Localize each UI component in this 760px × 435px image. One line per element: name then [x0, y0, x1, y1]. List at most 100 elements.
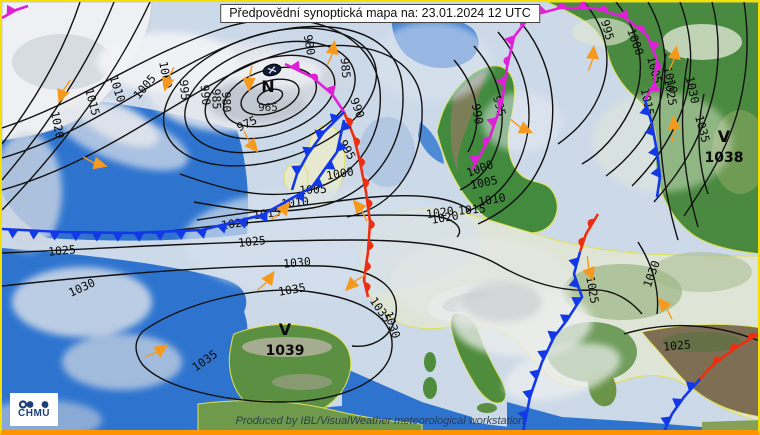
front-semicircle — [346, 117, 353, 128]
front-triangle — [504, 35, 515, 47]
front-triangle — [469, 155, 480, 166]
front-semicircle — [598, 5, 609, 13]
front-semicircle — [309, 73, 319, 82]
isobar-label: 990 — [469, 102, 486, 125]
front-triangle — [650, 166, 661, 178]
front-triangle — [312, 177, 324, 187]
isobar-label: 1020 — [48, 110, 67, 140]
wind-arrow-icon — [256, 270, 275, 291]
map-title: Předpovědní synoptická mapa na: 23.01.20… — [220, 4, 540, 23]
front-semicircle — [587, 218, 596, 229]
cold-front — [2, 119, 346, 235]
front-triangle — [559, 314, 571, 325]
isobar-label: 1005 — [469, 173, 499, 192]
front-triangle — [154, 231, 166, 241]
pressure-center-low-label: N — [261, 77, 274, 96]
front-triangle — [685, 381, 697, 392]
isobar-label: 1030 — [283, 254, 312, 270]
wind-arrow-icon — [271, 201, 291, 220]
front-semicircle — [730, 344, 740, 352]
front-semicircle — [368, 239, 374, 251]
low-center-marker-icon — [262, 63, 282, 77]
isobar-label: 1035 — [692, 114, 713, 144]
isobar-label: 1015 — [638, 87, 657, 117]
wind-arrow-icon — [144, 344, 169, 358]
cold-front — [290, 111, 345, 191]
isobar-label: 1015 — [458, 201, 487, 217]
isobar-label: 985 — [209, 88, 224, 109]
chmu-logo: ČHMÚ — [10, 393, 58, 426]
front-semicircle — [482, 137, 490, 147]
isobar-label: 1025 — [583, 275, 602, 305]
front-triangle — [618, 8, 629, 20]
pressure-center-low-value: 965 — [258, 101, 278, 114]
isobar-label: 1025 — [237, 233, 266, 250]
front-triangle — [486, 117, 497, 128]
front-triangle — [49, 231, 61, 241]
isobar-label: 995 — [598, 18, 617, 42]
front-triangle — [568, 257, 579, 268]
front-triangle — [660, 416, 671, 427]
isobar-label: 1010 — [660, 65, 681, 95]
front-semicircle — [366, 198, 373, 210]
front-triangle — [341, 120, 352, 132]
pressure-center-high-value: 1039 — [266, 343, 305, 359]
wind-arrow-icon — [242, 65, 256, 92]
wind-arrow-icon — [667, 115, 681, 142]
chmu-logo-icon — [18, 400, 49, 409]
front-semicircle — [503, 55, 510, 67]
isobar-label: 1015 — [82, 87, 103, 117]
front-triangle — [649, 41, 660, 52]
front-triangle — [577, 2, 589, 8]
isobar-label: 990 — [198, 84, 214, 106]
wind-arrow-icon — [657, 297, 673, 320]
front-triangle — [672, 398, 683, 408]
front-semicircle — [365, 260, 371, 272]
wind-arrow-icon — [352, 199, 368, 222]
front-triangle — [639, 105, 650, 116]
front-triangle — [648, 146, 658, 158]
isobar-label: 1020 — [425, 204, 454, 222]
front-triangle — [216, 223, 228, 234]
isobar-label: 1025 — [661, 77, 680, 107]
front-semicircle — [353, 136, 361, 148]
front-triangle — [91, 232, 103, 242]
pressure-center-high-label: V — [718, 127, 731, 146]
front-semicircle — [713, 356, 723, 365]
front-triangle — [175, 230, 187, 240]
front-triangle — [196, 228, 208, 239]
front-triangle — [324, 159, 336, 170]
front-triangle — [337, 141, 348, 152]
isobar-label: 1025 — [663, 337, 692, 353]
front-triangle — [537, 350, 548, 360]
front-triangle — [547, 330, 558, 341]
wind-arrow-icon — [586, 45, 600, 71]
wind-arrow-icon — [667, 45, 681, 71]
front-triangle — [644, 125, 655, 137]
front-triangle — [529, 369, 540, 380]
isobar-label: 1030 — [683, 75, 702, 105]
front-semicircle — [747, 332, 758, 341]
front-semicircle — [578, 237, 585, 248]
wind-arrow-icon — [344, 274, 366, 292]
front-triangle — [70, 232, 82, 242]
front-semicircle — [363, 177, 370, 189]
wind-arrow-icon — [243, 130, 259, 153]
land-africa — [197, 400, 423, 430]
isobars — [2, 2, 758, 403]
front-triangle — [329, 113, 341, 124]
isobar-label: 1010 — [477, 190, 507, 209]
cold-front — [643, 99, 662, 198]
front-triangle — [291, 165, 302, 176]
front-triangle — [289, 60, 300, 72]
isobar-label: 985 — [338, 57, 354, 79]
front-triangle — [28, 230, 40, 240]
front-triangle — [258, 211, 268, 223]
front-triangle — [7, 229, 19, 239]
isobar-label: 980 — [219, 91, 234, 112]
front-triangle — [495, 76, 506, 88]
front-semicircle — [496, 97, 504, 108]
wind-arrow-icon — [57, 79, 71, 104]
